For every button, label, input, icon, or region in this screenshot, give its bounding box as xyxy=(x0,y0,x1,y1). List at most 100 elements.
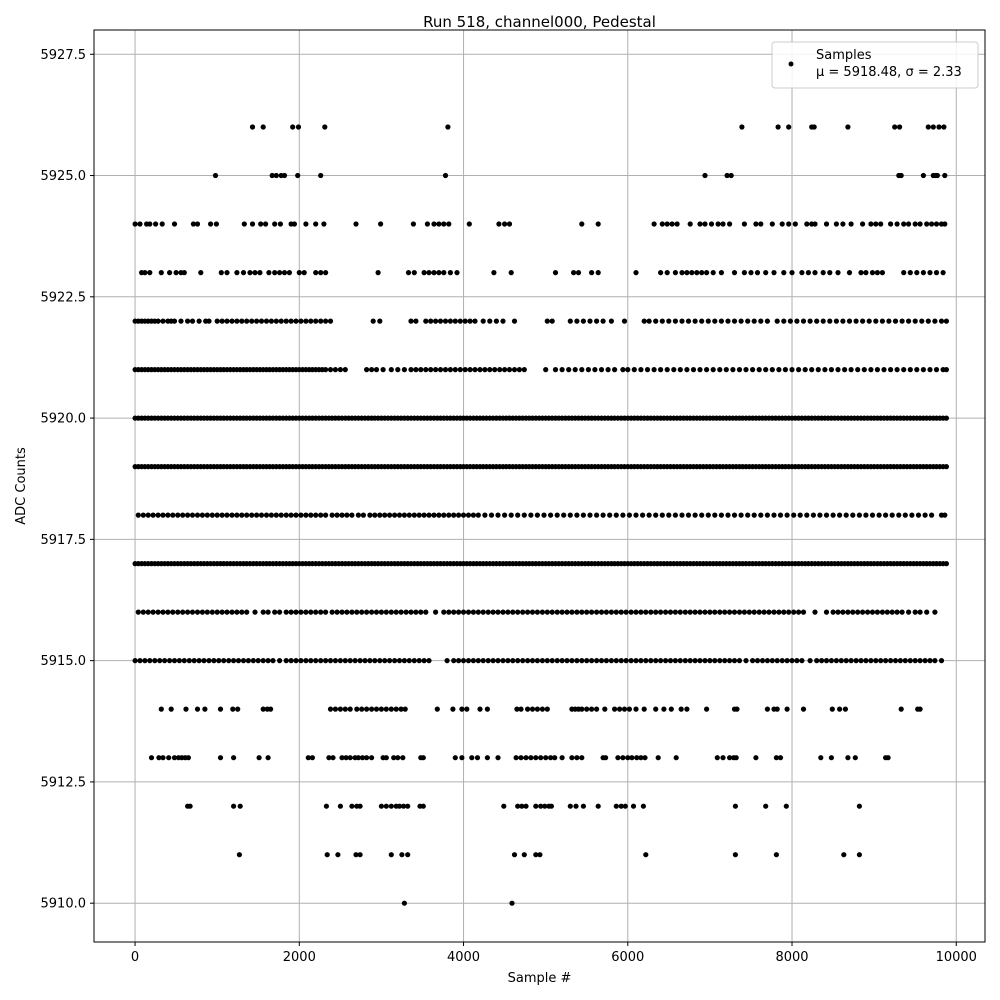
data-point xyxy=(906,609,912,615)
data-point xyxy=(763,270,769,276)
data-point xyxy=(888,367,894,373)
data-point xyxy=(342,706,348,712)
data-point xyxy=(595,221,601,227)
data-point xyxy=(303,221,309,227)
data-point xyxy=(929,512,935,518)
data-point xyxy=(791,512,797,518)
data-point xyxy=(820,270,826,276)
data-point xyxy=(482,512,488,518)
data-point xyxy=(894,367,900,373)
data-point xyxy=(401,900,407,906)
data-point xyxy=(456,658,462,664)
data-point xyxy=(500,658,506,664)
data-point xyxy=(375,270,381,276)
data-point xyxy=(401,803,407,809)
data-point xyxy=(621,318,628,324)
data-point xyxy=(843,658,849,664)
data-point xyxy=(377,658,383,664)
data-point xyxy=(534,658,541,664)
data-point xyxy=(833,221,840,227)
data-point xyxy=(431,512,437,518)
data-point xyxy=(347,706,353,712)
data-point xyxy=(286,270,292,276)
data-point xyxy=(559,609,565,615)
data-point xyxy=(465,609,472,615)
data-point xyxy=(470,658,476,664)
data-point xyxy=(454,270,460,276)
data-point xyxy=(644,367,651,373)
data-point xyxy=(784,658,790,664)
data-point xyxy=(252,270,258,276)
data-point xyxy=(685,318,692,324)
data-point xyxy=(256,755,262,761)
data-point xyxy=(584,706,590,712)
data-point xyxy=(915,512,922,518)
data-point xyxy=(263,318,270,324)
data-point xyxy=(549,658,555,664)
data-point xyxy=(180,609,186,615)
data-point xyxy=(548,755,554,761)
data-point xyxy=(423,318,429,324)
data-point xyxy=(171,318,178,324)
data-point xyxy=(858,270,864,276)
data-point xyxy=(396,512,403,518)
data-point xyxy=(401,367,407,373)
data-point xyxy=(552,755,558,761)
data-point xyxy=(323,512,329,518)
data-point xyxy=(543,367,549,373)
data-point xyxy=(303,658,309,664)
data-point xyxy=(431,221,437,227)
data-point xyxy=(313,512,319,518)
data-point xyxy=(797,512,803,518)
data-point xyxy=(459,706,465,712)
data-point xyxy=(229,512,235,518)
data-point xyxy=(247,270,253,276)
data-point xyxy=(751,318,757,324)
data-point xyxy=(249,124,256,130)
data-point xyxy=(820,318,826,324)
data-point xyxy=(837,706,843,712)
data-point xyxy=(860,609,866,615)
data-point xyxy=(692,512,698,518)
data-point xyxy=(605,367,611,373)
data-point xyxy=(595,270,601,276)
data-point xyxy=(510,658,516,664)
data-point xyxy=(235,658,242,664)
data-point xyxy=(704,270,710,276)
data-point xyxy=(804,221,810,227)
data-point xyxy=(692,658,698,664)
data-point xyxy=(741,270,748,276)
data-point xyxy=(313,658,319,664)
data-point xyxy=(554,658,560,664)
legend-marker xyxy=(788,61,794,67)
data-point xyxy=(516,367,523,373)
data-point xyxy=(651,367,657,373)
data-point xyxy=(298,512,304,518)
data-point xyxy=(426,658,432,664)
data-point xyxy=(466,221,472,227)
data-point xyxy=(332,367,338,373)
data-point xyxy=(436,270,442,276)
data-point xyxy=(873,658,879,664)
data-point xyxy=(779,658,785,664)
y-tick-label: 5910.0 xyxy=(41,897,87,912)
data-point xyxy=(208,221,214,227)
data-point xyxy=(855,367,861,373)
data-point xyxy=(552,367,559,373)
data-point xyxy=(472,318,478,324)
data-point xyxy=(305,755,311,761)
data-point xyxy=(158,706,164,712)
data-point xyxy=(850,512,856,518)
data-point xyxy=(445,124,451,130)
data-point xyxy=(625,755,631,761)
data-point xyxy=(201,658,207,664)
data-point xyxy=(763,367,769,373)
data-point xyxy=(183,706,189,712)
data-point xyxy=(323,270,329,276)
data-point xyxy=(402,706,408,712)
data-point xyxy=(554,512,560,518)
data-point xyxy=(369,706,375,712)
data-point xyxy=(549,318,555,324)
data-point xyxy=(434,706,440,712)
data-point xyxy=(132,658,138,664)
